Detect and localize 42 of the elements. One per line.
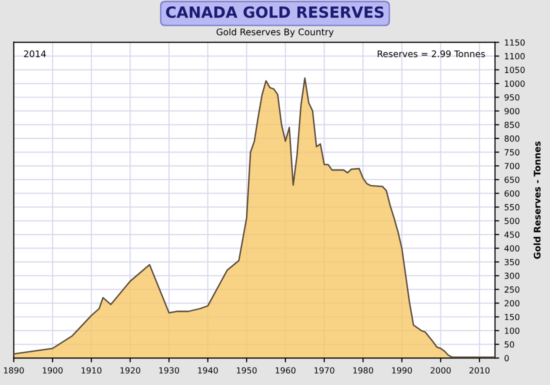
y-tick-label: 1000	[504, 80, 525, 87]
chart-subtitle: Gold Reserves By Country	[216, 28, 334, 38]
x-tick-label: 1950	[236, 367, 257, 374]
y-tick-label: 1150	[504, 39, 525, 46]
x-tick-label: 1990	[392, 367, 412, 374]
y-axis-title: Gold Reserves - Tonnes	[534, 141, 541, 259]
y-tick-label: 400	[504, 245, 520, 252]
y-tick-label: 200	[504, 300, 520, 306]
x-tick-label: 1890	[4, 367, 24, 374]
y-tick-label: 600	[504, 190, 520, 197]
y-tick-label: 1050	[504, 66, 525, 74]
x-tick-label: 2000	[430, 367, 451, 374]
x-tick-label: 1960	[276, 367, 296, 374]
y-tick-label: 250	[504, 286, 520, 293]
y-tick-label: 950	[504, 94, 520, 101]
y-tick-label: 700	[504, 162, 520, 170]
y-tick-label: 150	[504, 314, 520, 320]
x-tick-label: 1900	[42, 367, 63, 374]
y-tick-label: 0	[504, 355, 509, 362]
y-tick-label: 800	[504, 135, 520, 142]
annotation: Reserves = 2.99 Tonnes	[378, 50, 485, 58]
x-tick-label: 1920	[120, 367, 140, 374]
y-tick-label: 100	[504, 328, 520, 334]
y-tick-label: 500	[504, 218, 520, 224]
x-tick-label: 1930	[159, 367, 180, 374]
x-tick-label: 1910	[82, 367, 102, 374]
y-tick-label: 650	[504, 176, 520, 183]
y-tick-label: 550	[504, 204, 520, 210]
y-tick-label: 300	[504, 272, 520, 279]
x-tick-label: 2010	[469, 367, 490, 374]
x-tick-label: 1970	[314, 367, 334, 374]
y-tick-label: 450	[504, 231, 520, 238]
y-tick-label: 750	[504, 149, 520, 156]
y-tick-label: 900	[504, 108, 520, 114]
y-tick-label: 350	[504, 258, 520, 266]
chart-title: CANADA GOLD RESERVES	[166, 6, 384, 18]
y-tick-label: 850	[504, 122, 520, 128]
y-tick-label: 50	[504, 341, 514, 348]
x-tick-label: 1980	[353, 367, 374, 374]
annotation: 2014	[24, 50, 46, 58]
x-tick-label: 1940	[198, 367, 218, 374]
y-tick-label: 1100	[504, 53, 525, 60]
